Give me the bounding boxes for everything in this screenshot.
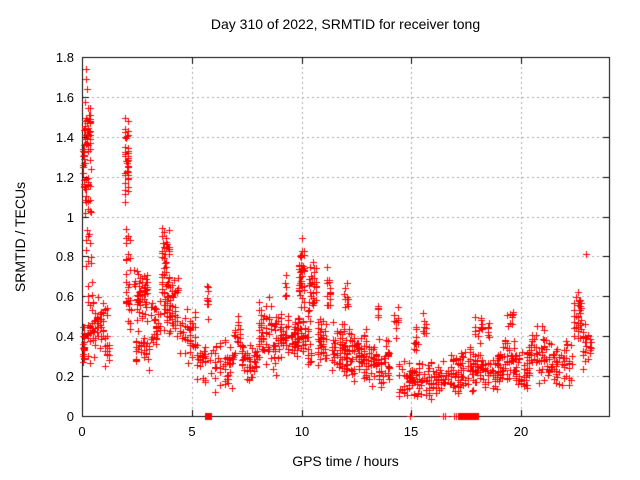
y-tick-label: 1.8 xyxy=(55,50,74,65)
chart-title: Day 310 of 2022, SRMTID for receiver ton… xyxy=(210,16,481,32)
y-axis-label: SRMTID / TECUs xyxy=(12,181,28,293)
y-tick-label: 0.2 xyxy=(55,369,74,384)
y-tick-label: 1 xyxy=(66,210,74,225)
y-tick-label: 1.4 xyxy=(55,130,74,145)
x-tick-label: 0 xyxy=(78,424,86,439)
y-tick-label: 0 xyxy=(66,409,74,424)
y-tick-label: 1.2 xyxy=(55,170,74,185)
x-tick-label: 10 xyxy=(294,424,310,439)
x-axis-label: GPS time / hours xyxy=(292,453,399,469)
y-tick-label: 0.6 xyxy=(55,289,74,304)
x-tick-label: 20 xyxy=(513,424,529,439)
y-tick-label: 0.4 xyxy=(55,329,74,344)
x-tick-label: 15 xyxy=(403,424,419,439)
y-tick-label: 0.8 xyxy=(55,249,74,264)
y-tick-label: 1.6 xyxy=(55,90,74,105)
x-tick-label: 5 xyxy=(188,424,196,439)
